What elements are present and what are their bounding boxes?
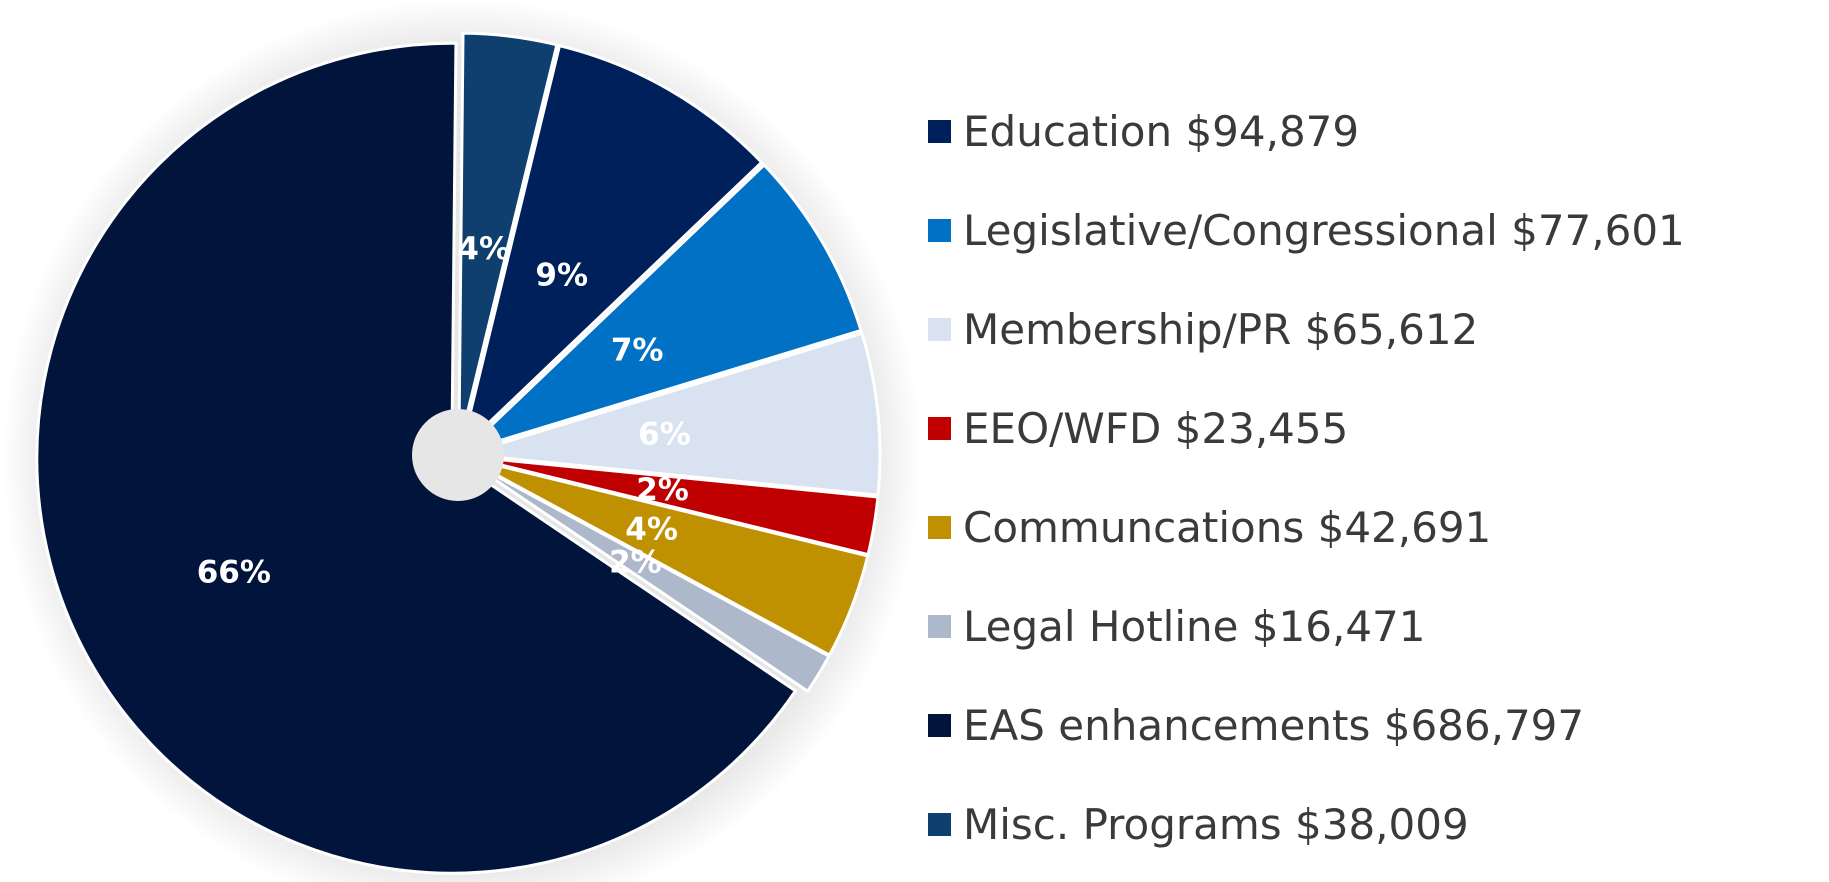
legend-item: EAS enhancements $686,797 [928, 676, 1808, 775]
pie-percent-label-5: 4% [625, 512, 678, 548]
legend-item: Legal Hotline $16,471 [928, 577, 1808, 676]
legend-item: Legislative/Congressional $77,601 [928, 181, 1808, 280]
legend-label: Communcations $42,691 [963, 502, 1492, 552]
legend-item: EEO/WFD $23,455 [928, 379, 1808, 478]
legend-swatch [928, 219, 951, 242]
legend-swatch [928, 714, 951, 737]
pie-percent-label-1: 9% [535, 257, 588, 293]
pie-percent-label-6: 2% [609, 545, 662, 581]
pie-slice-0 [457, 31, 559, 449]
legend-swatch [928, 813, 951, 836]
pie-slice-2 [463, 162, 863, 453]
legend-swatch [928, 615, 951, 638]
legend-swatch [928, 318, 951, 341]
pie-percent-label-7: 66% [197, 555, 271, 591]
pie-slice-3 [464, 331, 882, 497]
pie-percent-labels: 4%9%7%6%2%4%2%66% [197, 231, 691, 590]
legend-label: EEO/WFD $23,455 [963, 403, 1349, 453]
legend-label: Membership/PR $65,612 [963, 304, 1479, 354]
pie-percent-label-0: 4% [457, 231, 510, 267]
legend-label: Education $94,879 [963, 106, 1360, 156]
chart-legend: Education $94,879 Legislative/Congression… [928, 82, 1808, 874]
pie-slice-1 [458, 43, 764, 454]
legend-swatch [928, 120, 951, 143]
legend-label: Legal Hotline $16,471 [963, 601, 1426, 651]
pie-percent-label-2: 7% [611, 332, 664, 368]
legend-label: Legislative/Congressional $77,601 [963, 205, 1685, 255]
legend-label: Misc. Programs $38,009 [963, 799, 1469, 849]
legend-swatch [928, 417, 951, 440]
pie-slice-6 [463, 457, 832, 694]
legend-swatch [928, 516, 951, 539]
legend-item: Communcations $42,691 [928, 478, 1808, 577]
legend-item: Misc. Programs $38,009 [928, 775, 1808, 874]
legend-label: EAS enhancements $686,797 [963, 700, 1585, 750]
pie-percent-label-3: 6% [638, 417, 691, 453]
pie-percent-label-4: 2% [636, 472, 689, 508]
pie-center-hole [412, 409, 504, 501]
legend-item: Education $94,879 [928, 82, 1808, 181]
legend-item: Membership/PR $65,612 [928, 280, 1808, 379]
